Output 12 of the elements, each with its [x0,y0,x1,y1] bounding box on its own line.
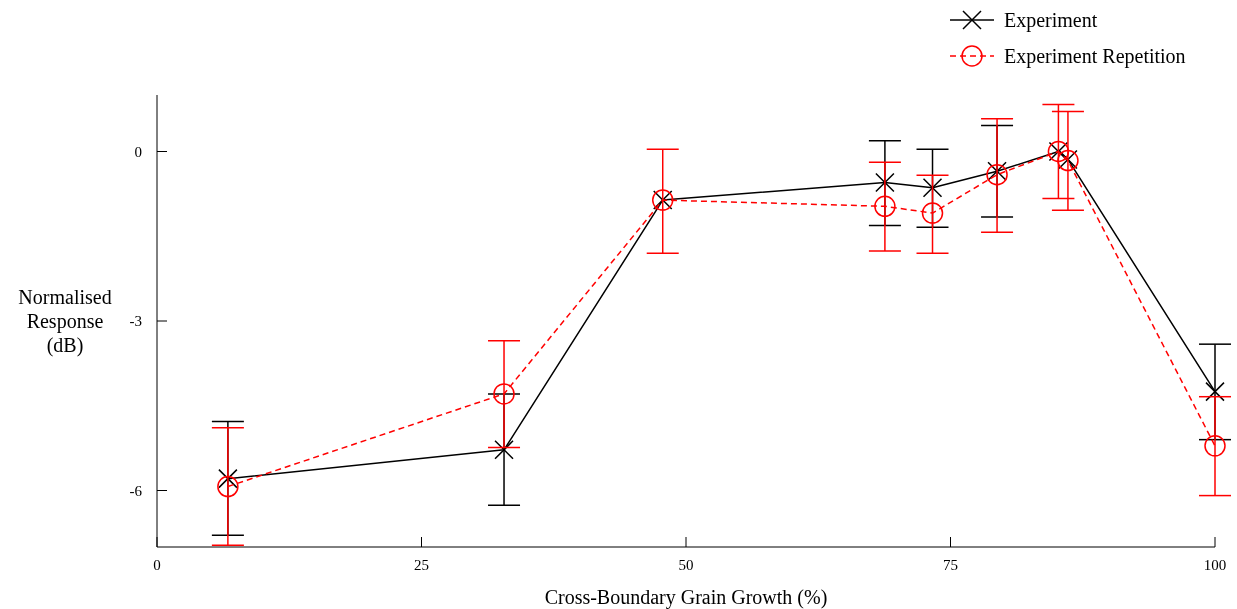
y-axis-title: Normalised Response (dB) [18,286,112,357]
x-tick-label: 100 [1203,557,1227,573]
x-tick-label: 0 [153,557,161,573]
y-tick-label: -6 [129,482,143,499]
legend-label: Experiment [1004,9,1098,32]
x-tick-label: 25 [414,557,429,573]
y-tick-label: 0 [134,143,142,160]
x-tick-label: 50 [678,557,694,573]
x-axis-title: Cross-Boundary Grain Growth (%) [544,586,828,609]
legend-label: Experiment Repetition [1004,45,1186,68]
y-tick-label: -3 [129,313,142,329]
x-tick-label: 75 [943,557,958,573]
